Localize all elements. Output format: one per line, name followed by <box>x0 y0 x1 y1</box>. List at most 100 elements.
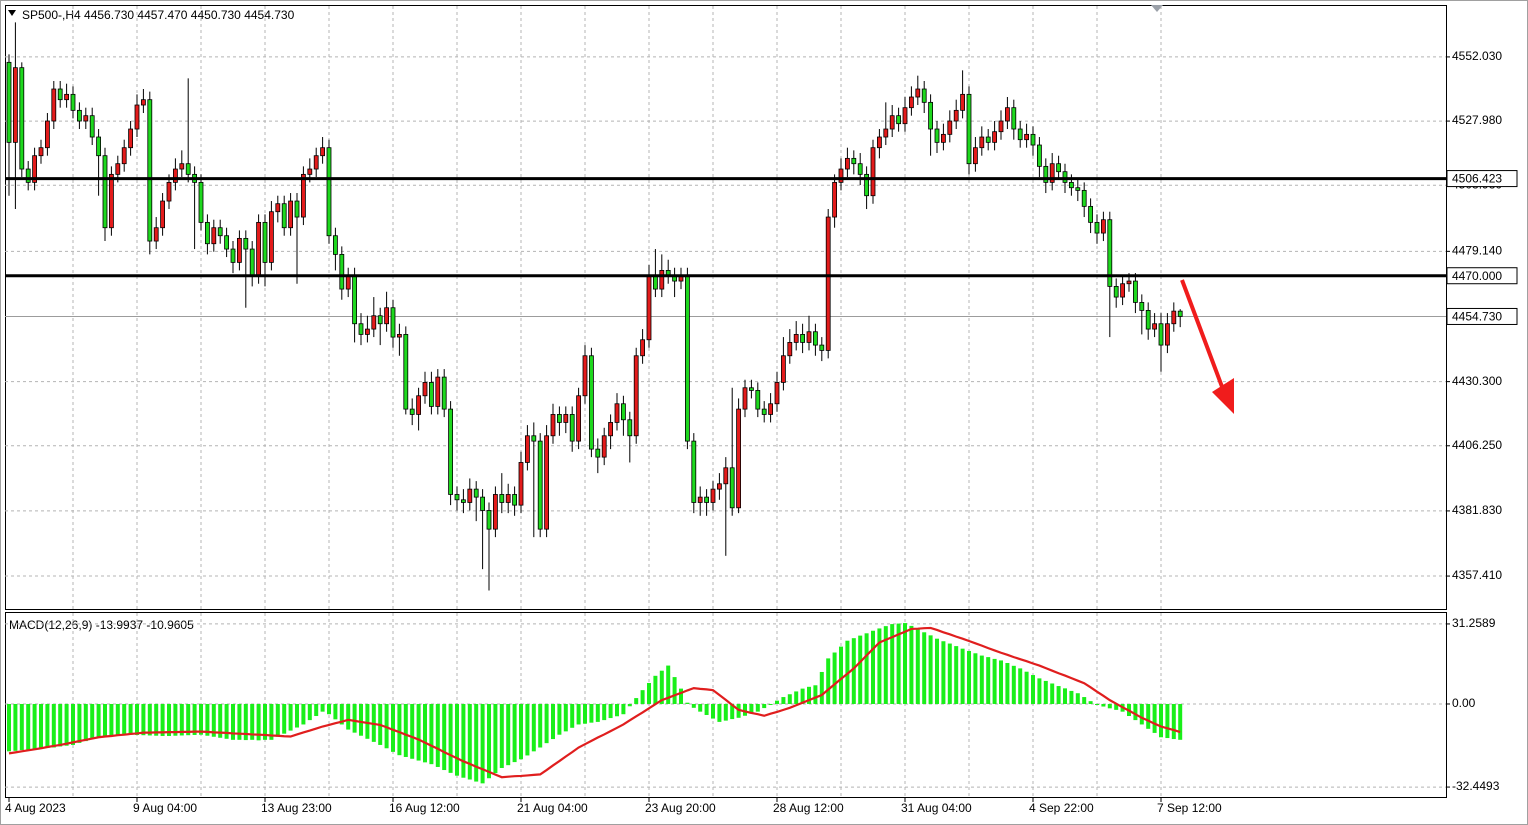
candle-body <box>1120 283 1125 298</box>
candle-body <box>550 414 556 437</box>
macd-bar <box>250 703 255 740</box>
candle-body <box>288 200 294 229</box>
macd-bar <box>19 703 24 751</box>
candle-body <box>813 331 818 346</box>
candle-body <box>633 355 639 437</box>
candle-body <box>262 221 268 263</box>
x-tick-label: 21 Aug 04:00 <box>517 801 588 815</box>
candle-body <box>832 181 837 218</box>
signal-line <box>8 626 1181 779</box>
macd-bar <box>455 703 459 776</box>
macd-bar <box>1159 703 1163 738</box>
candle-body <box>300 173 306 218</box>
macd-bar <box>442 703 447 771</box>
candle-body <box>864 173 869 197</box>
macd-bar <box>941 641 946 704</box>
macd-bar <box>832 652 837 704</box>
candle-body <box>544 435 549 530</box>
candle-body <box>902 107 908 125</box>
macd-bar <box>179 703 184 736</box>
candle-body <box>256 221 262 277</box>
macd-bar <box>672 677 677 704</box>
macd-bar <box>992 658 997 704</box>
candle-body <box>870 147 876 197</box>
price-panel <box>5 5 1447 610</box>
candle-body <box>435 376 441 407</box>
candle-body <box>761 408 767 415</box>
arrow-head <box>1212 378 1234 414</box>
y-tick-label: 0.00 <box>1452 696 1476 710</box>
candle-body <box>505 494 511 503</box>
candle-body <box>358 323 364 335</box>
macd-bar <box>480 703 485 784</box>
candle-body <box>12 67 18 143</box>
macd-bar <box>365 703 370 739</box>
macd-bar <box>813 685 818 704</box>
candle-body <box>396 334 402 338</box>
candle-body <box>793 334 799 343</box>
candle-body <box>19 67 25 170</box>
macd-bar <box>800 688 805 704</box>
candle-body <box>217 227 223 237</box>
candle-body <box>749 387 754 391</box>
macd-bar <box>1171 703 1176 740</box>
symbol-menu-arrow[interactable] <box>8 10 16 16</box>
candle-body <box>281 203 287 229</box>
macd-bar <box>999 660 1003 704</box>
macd-bar <box>615 703 619 717</box>
candle-body <box>569 414 575 442</box>
macd-bar <box>295 703 299 728</box>
candle-body <box>128 128 134 149</box>
macd-bar <box>563 703 568 732</box>
macd-bar <box>26 703 31 751</box>
candle-body <box>601 435 607 458</box>
candle-body <box>1062 171 1068 183</box>
candle-body <box>185 163 191 175</box>
macd-bar <box>576 703 581 725</box>
last-price-label: 4454.730 <box>1452 310 1502 324</box>
candle-body <box>371 315 377 330</box>
candle-body <box>166 181 172 202</box>
candle-body <box>268 211 274 263</box>
macd-bar <box>243 703 248 741</box>
macd-bar <box>275 703 280 737</box>
candle-body <box>646 275 652 341</box>
macd-bar <box>544 703 549 744</box>
macd-bar <box>1178 703 1183 740</box>
candle-body <box>1171 310 1177 325</box>
y-tick-label: 4527.980 <box>1452 113 1502 127</box>
macd-bar <box>160 703 165 736</box>
chart-shift-marker[interactable] <box>1151 5 1163 12</box>
candle-body <box>953 109 959 122</box>
macd-bar <box>429 703 434 765</box>
candle-body <box>736 408 741 509</box>
candle-body <box>531 435 537 442</box>
candle-body <box>204 221 210 245</box>
candle-body <box>838 168 844 183</box>
candle-body <box>1094 221 1100 234</box>
macd-bar <box>173 703 178 736</box>
macd-bar <box>1063 688 1067 704</box>
candle-body <box>1139 302 1145 311</box>
candle-body <box>928 101 933 130</box>
macd-bar <box>224 703 229 739</box>
candle-body <box>332 235 338 255</box>
macd-bar <box>51 703 56 748</box>
candle-body <box>326 147 332 237</box>
macd-bar <box>346 703 351 730</box>
x-tick-label: 4 Aug 2023 <box>5 801 66 815</box>
macd-bar <box>634 698 639 704</box>
macd-bar <box>704 703 709 715</box>
macd-bar <box>717 703 722 722</box>
macd-bar <box>58 703 63 747</box>
candle-body <box>57 88 63 101</box>
x-tick-label: 31 Aug 04:00 <box>901 801 972 815</box>
macd-bar <box>691 703 696 708</box>
candle-body <box>985 136 991 143</box>
candle-body <box>659 269 665 290</box>
candle-body <box>1030 133 1036 146</box>
macd-bar <box>679 688 683 704</box>
candle-body <box>909 96 914 109</box>
macd-bar <box>109 703 114 737</box>
candle-body <box>1017 128 1023 141</box>
